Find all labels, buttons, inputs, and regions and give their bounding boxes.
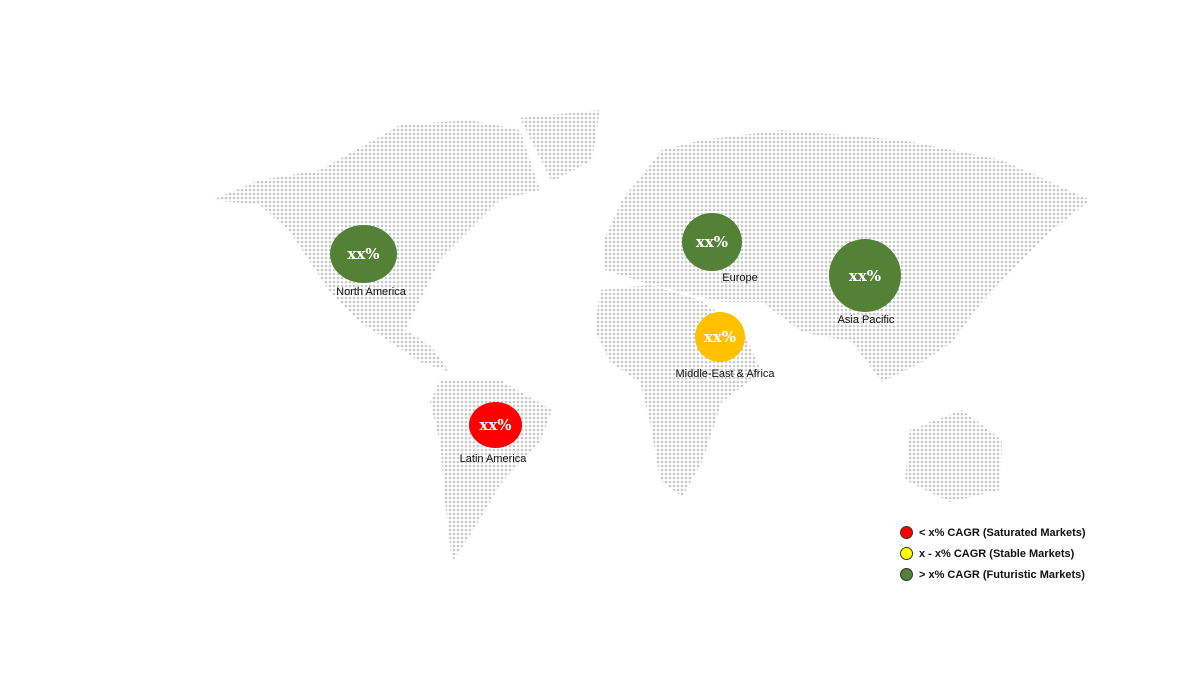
legend-swatch-green (900, 568, 913, 581)
legend-label: < x% CAGR (Saturated Markets) (919, 526, 1086, 539)
legend-item-saturated: < x% CAGR (Saturated Markets) (900, 522, 1086, 543)
land-africa (595, 285, 762, 497)
legend-swatch-red (900, 526, 913, 539)
region-bubble-europe[interactable]: xx% (682, 213, 742, 271)
land-australia (905, 410, 1002, 502)
legend-item-stable: x - x% CAGR (Stable Markets) (900, 543, 1086, 564)
region-label-north-america: North America (336, 286, 406, 298)
legend: < x% CAGR (Saturated Markets) x - x% CAG… (900, 522, 1086, 585)
legend-label: > x% CAGR (Futuristic Markets) (919, 568, 1085, 581)
region-label-asia-pacific: Asia Pacific (837, 314, 895, 326)
region-label-europe-text: Europe (722, 272, 758, 284)
legend-label: x - x% CAGR (Stable Markets) (919, 547, 1075, 560)
land-greenland (520, 110, 600, 182)
region-label-middle-east-africa: Middle-East & Africa (675, 368, 775, 380)
region-bubble-latin-america[interactable]: xx% (469, 402, 522, 448)
region-bubble-middle-east-africa[interactable]: xx% (695, 312, 745, 362)
region-bubble-asia-pacific[interactable]: xx% (829, 239, 901, 312)
legend-item-futuristic: > x% CAGR (Futuristic Markets) (900, 564, 1086, 585)
region-label-latin-america: Latin America (459, 453, 527, 465)
region-bubble-north-america[interactable]: xx% (330, 225, 397, 283)
legend-swatch-yellow (900, 547, 913, 560)
